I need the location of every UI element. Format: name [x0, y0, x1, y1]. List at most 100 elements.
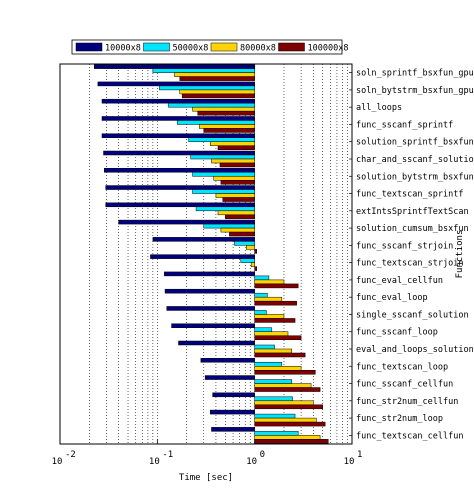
bar-10000x8-func_sscanf_loop: [171, 323, 255, 328]
category-label: all_loops: [356, 103, 402, 113]
bar-80000x8-func_textscan_strjoin: [250, 262, 255, 267]
category-label: soln_bytstrm_bsxfun_gpu: [356, 86, 474, 96]
bar-100000x8-all_loops: [197, 110, 255, 116]
bar-10000x8-extIntsSprintfTextScan: [105, 202, 255, 208]
bar-10000x8-soln_sprintf_bsxfun_gpu: [94, 64, 255, 69]
bar-50000x8-soln_bytstrm_bsxfun_gpu: [159, 85, 255, 91]
bar-80000x8-func_textscan_sprintf: [215, 193, 255, 198]
bar-50000x8-func_sscanf_loop: [254, 327, 273, 332]
bar-100000x8-solution_sprintf_bsxfun: [217, 145, 255, 150]
bar-80000x8-soln_sprintf_bsxfun_gpu: [174, 72, 255, 77]
bar-100000x8-func_textscan_strjoin: [254, 266, 257, 271]
bar-50000x8-func_sscanf_sprintf: [176, 120, 255, 125]
bar-50000x8-func_str2num_loop: [254, 413, 296, 419]
bar-10000x8-eval_and_loops_solution: [178, 340, 255, 346]
bar-80000x8-func_str2num_cellfun: [254, 400, 314, 406]
bar-80000x8-solution_bytstrm_bsxfun: [213, 176, 255, 181]
category-label: single_sscanf_solution: [356, 310, 469, 320]
bar-80000x8-solution_sprintf_bsxfun: [210, 141, 255, 146]
bar-10000x8-func_sscanf_sprintf: [101, 116, 255, 121]
category-label: func_sscanf_loop: [356, 328, 438, 338]
bar-80000x8-eval_and_loops_solution: [254, 348, 292, 354]
bar-10000x8-func_textscan_strjoin: [150, 254, 255, 259]
bar-80000x8-func_sscanf_sprintf: [199, 124, 255, 129]
legend-box: [71, 39, 343, 55]
bar-10000x8-solution_cumsum_bsxfun: [118, 219, 255, 225]
bar-100000x8-soln_sprintf_bsxfun_gpu: [179, 76, 255, 81]
bar-100000x8-extIntsSprintfTextScan: [225, 214, 255, 220]
x-axis-label: Time [sec]: [179, 473, 233, 483]
bar-50000x8-func_sscanf_cellfun: [254, 379, 292, 384]
y-axis-label: Functions: [455, 230, 465, 279]
bar-100000x8-func_textscan_cellfun: [254, 439, 329, 444]
bar-80000x8-func_eval_cellfun: [254, 279, 285, 285]
bar-100000x8-char_and_sscanf_solution: [219, 162, 255, 168]
bar-50000x8-char_and_sscanf_solution: [190, 154, 255, 160]
x-tick-exponent: 1: [357, 450, 362, 460]
category-label: func_str2num_loop: [356, 414, 443, 424]
plot-frame: [59, 63, 353, 445]
bar-50000x8-func_str2num_cellfun: [254, 396, 293, 402]
category-label: solution_bytstrm_bsxfun: [356, 172, 474, 182]
bar-80000x8-soln_bytstrm_bsxfun_gpu: [179, 89, 255, 95]
category-label: func_textscan_loop: [356, 362, 448, 372]
bar-100000x8-func_eval_loop: [254, 300, 297, 306]
category-labels: soln_sprintf_bsxfun_gpu soln_bytstrm_bsxf…: [349, 69, 474, 441]
bar-10000x8-func_eval_cellfun: [164, 271, 255, 277]
x-tick-label: 10: [52, 457, 63, 467]
category-label: soln_sprintf_bsxfun_gpu: [356, 69, 474, 79]
category-label: solution_cumsum_bsxfun: [356, 224, 469, 234]
bar-100000x8-func_str2num_loop: [254, 421, 326, 427]
bar-10000x8-solution_bytstrm_bsxfun: [104, 168, 255, 173]
category-label: eval_and_loops_solution: [356, 345, 474, 355]
bar-50000x8-extIntsSprintfTextScan: [195, 206, 255, 212]
category-label: func_str2num_cellfun: [356, 397, 458, 407]
x-tick-exponent: -1: [162, 450, 173, 460]
bar-10000x8-func_textscan_loop: [200, 358, 255, 363]
bar-100000x8-func_sscanf_loop: [254, 335, 302, 340]
bar-80000x8-func_eval_loop: [254, 296, 283, 302]
bar-10000x8-func_textscan_cellfun: [211, 427, 255, 432]
bar-100000x8-func_sscanf_cellfun: [254, 387, 321, 392]
bar-50000x8-func_textscan_cellfun: [254, 431, 299, 436]
category-label: func_textscan_strjoin: [356, 259, 463, 269]
bar-10000x8-single_sscanf_solution: [166, 306, 255, 311]
bar-10000x8-soln_bytstrm_bsxfun_gpu: [97, 81, 255, 87]
bar-10000x8-all_loops: [101, 98, 255, 104]
x-tick-exponent: 0: [260, 450, 265, 460]
bar-50000x8-func_textscan_sprintf: [192, 189, 255, 194]
bar-50000x8-solution_cumsum_bsxfun: [203, 223, 255, 229]
bar-50000x8-soln_sprintf_bsxfun_gpu: [152, 68, 255, 73]
category-label: char_and_sscanf_solution: [356, 155, 474, 165]
legend-swatch: [210, 42, 238, 52]
bars: [94, 64, 329, 444]
bar-100000x8-func_str2num_cellfun: [254, 404, 323, 410]
bar-10000x8-func_sscanf_cellfun: [204, 375, 255, 380]
bar-100000x8-solution_cumsum_bsxfun: [229, 231, 255, 237]
category-label: func_eval_cellfun: [356, 276, 443, 286]
bar-80000x8-func_sscanf_cellfun: [254, 383, 312, 388]
bar-100000x8-soln_bytstrm_bsxfun_gpu: [181, 93, 255, 99]
legend-label: 50000x8: [173, 44, 209, 54]
bar-80000x8-extIntsSprintfTextScan: [217, 210, 255, 216]
bar-100000x8-func_sscanf_sprintf: [203, 128, 255, 133]
bar-50000x8-solution_bytstrm_bsxfun: [192, 172, 255, 177]
category-label: solution_sprintf_bsxfun: [356, 138, 474, 148]
bar-10000x8-char_and_sscanf_solution: [103, 150, 255, 156]
category-label: func_textscan_cellfun: [356, 431, 463, 441]
bar-50000x8-all_loops: [168, 102, 255, 108]
bar-80000x8-solution_cumsum_bsxfun: [220, 227, 255, 233]
legend-swatch: [278, 42, 305, 52]
bar-10000x8-func_str2num_loop: [210, 409, 255, 415]
bar-100000x8-func_textscan_loop: [254, 370, 316, 375]
legend-label: 80000x8: [240, 44, 276, 54]
bar-80000x8-func_textscan_cellfun: [254, 435, 321, 440]
bar-50000x8-func_eval_cellfun: [254, 275, 270, 281]
bar-100000x8-eval_and_loops_solution: [254, 352, 306, 358]
bar-80000x8-all_loops: [192, 106, 255, 112]
bar-80000x8-func_sscanf_strjoin: [246, 245, 255, 250]
category-label: func_eval_loop: [356, 293, 428, 303]
category-label: func_sscanf_sprintf: [356, 120, 453, 130]
